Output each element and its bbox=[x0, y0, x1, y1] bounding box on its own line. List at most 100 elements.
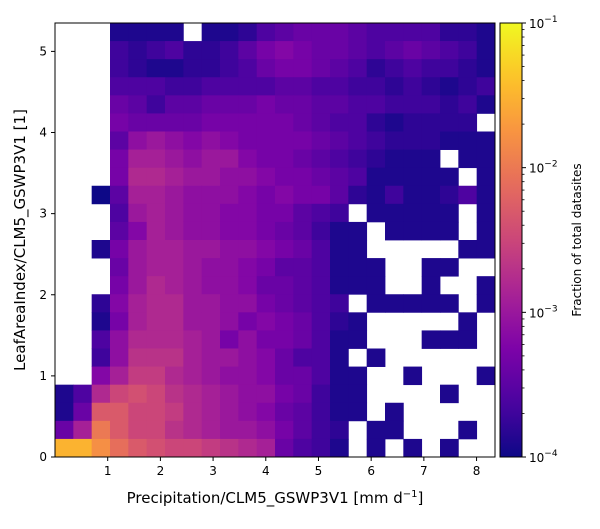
heatmap-cell bbox=[385, 149, 404, 169]
heatmap-cell bbox=[458, 131, 478, 150]
heatmap-cell bbox=[421, 276, 441, 295]
heatmap-cell bbox=[201, 167, 221, 187]
heatmap-cell bbox=[146, 185, 166, 205]
heatmap-cell bbox=[348, 41, 368, 60]
colorbar-tick-label: 10−4 bbox=[529, 449, 558, 465]
heatmap-cell bbox=[366, 77, 386, 96]
heatmap-cell bbox=[146, 384, 166, 404]
heatmap-cell bbox=[440, 185, 459, 205]
heatmap-cell bbox=[238, 366, 258, 386]
x-tick-label: 3 bbox=[209, 464, 217, 478]
colorbar-tick-label: 10−1 bbox=[529, 15, 558, 31]
heatmap-cell bbox=[293, 131, 313, 150]
heatmap-cell bbox=[440, 438, 459, 458]
heatmap-cell bbox=[55, 420, 74, 440]
heatmap-cell bbox=[220, 420, 239, 440]
heatmap-cell bbox=[275, 258, 294, 277]
heatmap-cell bbox=[440, 294, 459, 313]
heatmap-cell bbox=[421, 185, 441, 205]
heatmap-cell bbox=[275, 438, 294, 458]
heatmap-cell bbox=[146, 312, 166, 331]
heatmap-cell bbox=[403, 167, 423, 187]
heatmap-cell bbox=[91, 402, 111, 422]
heatmap-cell bbox=[201, 203, 221, 223]
heatmap-cell bbox=[110, 95, 129, 114]
heatmap-cell bbox=[440, 95, 459, 114]
heatmap-cell bbox=[201, 131, 221, 150]
heatmap-cell bbox=[275, 185, 294, 205]
heatmap-cell bbox=[476, 41, 496, 60]
heatmap-cell bbox=[256, 95, 276, 114]
heatmap-cell bbox=[256, 420, 276, 440]
heatmap-cell bbox=[421, 330, 441, 349]
heatmap-cell bbox=[220, 95, 239, 114]
heatmap-cell bbox=[146, 240, 166, 259]
heatmap-cell bbox=[311, 240, 331, 259]
heatmap-cell bbox=[128, 221, 148, 241]
heatmap-cell bbox=[275, 203, 294, 223]
heatmap-cell bbox=[128, 258, 148, 277]
heatmap-cell bbox=[348, 59, 368, 78]
heatmap-cell bbox=[403, 59, 423, 78]
heatmap-cell bbox=[238, 131, 258, 150]
heatmap-cell bbox=[110, 23, 129, 42]
heatmap-cell bbox=[293, 330, 313, 349]
heatmap-cell bbox=[165, 402, 184, 422]
heatmap-cell bbox=[476, 167, 496, 187]
heatmap-cell bbox=[275, 276, 294, 295]
heatmap-cell bbox=[366, 113, 386, 132]
heatmap-cell bbox=[476, 131, 496, 150]
heatmap-cell bbox=[201, 258, 221, 277]
heatmap-cell bbox=[183, 258, 203, 277]
heatmap-cell bbox=[440, 221, 459, 241]
heatmap-cell bbox=[256, 59, 276, 78]
heatmap-cell bbox=[385, 420, 404, 440]
heatmap-cell bbox=[440, 23, 459, 42]
heatmap-cell bbox=[293, 113, 313, 132]
heatmap-cell bbox=[311, 203, 331, 223]
heatmap-cell bbox=[275, 131, 294, 150]
heatmap-cell bbox=[165, 258, 184, 277]
heatmap-cell bbox=[311, 276, 331, 295]
heatmap-cell bbox=[275, 366, 294, 386]
heatmap-cell bbox=[311, 348, 331, 367]
heatmap-cell bbox=[201, 41, 221, 60]
x-tick-label: 8 bbox=[473, 464, 481, 478]
heatmap-cell bbox=[165, 41, 184, 60]
heatmap-cell bbox=[110, 41, 129, 60]
heatmap-cell bbox=[73, 384, 93, 404]
heatmap-cell bbox=[330, 149, 349, 169]
heatmap-cell bbox=[293, 438, 313, 458]
heatmap-cell bbox=[348, 258, 368, 277]
heatmap-cell bbox=[256, 348, 276, 367]
heatmap-cell bbox=[348, 77, 368, 96]
heatmap-cell bbox=[348, 131, 368, 150]
heatmap-cell bbox=[275, 77, 294, 96]
heatmap-cell bbox=[220, 366, 239, 386]
heatmap-cell bbox=[476, 203, 496, 223]
heatmap-cell bbox=[293, 77, 313, 96]
heatmap-cell bbox=[220, 23, 239, 42]
heatmap-cell bbox=[458, 420, 478, 440]
heatmap-cell bbox=[366, 276, 386, 295]
heatmap-cell bbox=[128, 23, 148, 42]
heatmap-cell bbox=[256, 149, 276, 169]
heatmap-cell bbox=[238, 420, 258, 440]
heatmap-cell bbox=[238, 276, 258, 295]
heatmap-cell bbox=[385, 23, 404, 42]
heatmap-cell bbox=[146, 221, 166, 241]
heatmap-cell bbox=[403, 149, 423, 169]
heatmap-cells bbox=[55, 23, 496, 458]
heatmap-cell bbox=[256, 312, 276, 331]
heatmap-cell bbox=[238, 312, 258, 331]
heatmap-cell bbox=[201, 348, 221, 367]
heatmap-cell bbox=[366, 95, 386, 114]
heatmap-cell bbox=[110, 221, 129, 241]
heatmap-cell bbox=[348, 221, 368, 241]
heatmap-cell bbox=[330, 203, 349, 223]
y-tick-label: 5 bbox=[39, 44, 47, 58]
heatmap-cell bbox=[146, 402, 166, 422]
heatmap-cell bbox=[73, 438, 93, 458]
heatmap-cell bbox=[91, 312, 111, 331]
heatmap-cell bbox=[201, 276, 221, 295]
